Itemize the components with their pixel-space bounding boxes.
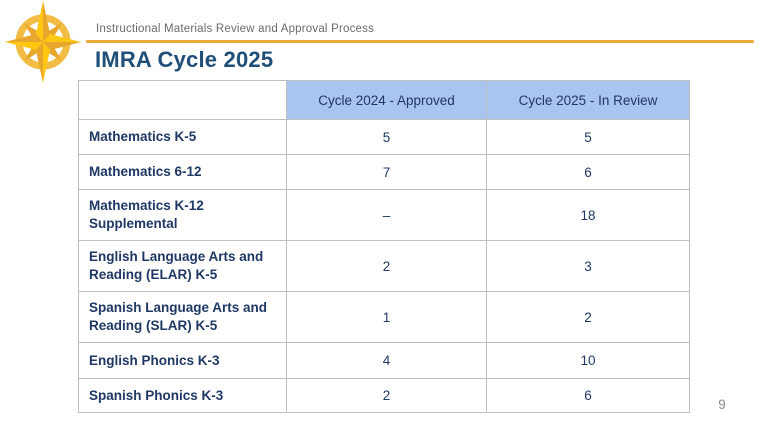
table-row: Mathematics K-5 5 5 xyxy=(78,119,690,155)
in-review-value: 18 xyxy=(486,189,690,241)
row-label: English Phonics K-3 xyxy=(78,342,287,379)
approved-value: 2 xyxy=(286,240,487,292)
approved-value: 7 xyxy=(286,154,487,190)
row-label: Mathematics K-12 Supplemental xyxy=(78,189,287,241)
slide-subtitle: Instructional Materials Review and Appro… xyxy=(96,23,375,35)
table-row: English Phonics K-3 4 10 xyxy=(78,342,690,379)
table-row: Mathematics 6-12 7 6 xyxy=(78,154,690,190)
in-review-value: 6 xyxy=(486,154,690,190)
row-label: Mathematics 6-12 xyxy=(78,154,287,190)
in-review-value: 2 xyxy=(486,291,690,343)
imra-cycle-table: Cycle 2024 - Approved Cycle 2025 - In Re… xyxy=(78,80,690,413)
in-review-value: 3 xyxy=(486,240,690,292)
approved-value: 4 xyxy=(286,342,487,379)
table-row: Spanish Language Arts and Reading (SLAR)… xyxy=(78,291,690,343)
page-number: 9 xyxy=(718,397,726,412)
in-review-value: 6 xyxy=(486,378,690,413)
in-review-value: 5 xyxy=(486,119,690,155)
header-cell-cycle-2024: Cycle 2024 - Approved xyxy=(286,80,487,120)
header-cell-cycle-2025: Cycle 2025 - In Review xyxy=(486,80,690,120)
in-review-value: 10 xyxy=(486,342,690,379)
gold-divider xyxy=(86,40,754,43)
row-label: Mathematics K-5 xyxy=(78,119,287,155)
approved-value: – xyxy=(286,189,487,241)
table-row: English Language Arts and Reading (ELAR)… xyxy=(78,240,690,292)
approved-value: 1 xyxy=(286,291,487,343)
row-label: Spanish Language Arts and Reading (SLAR)… xyxy=(78,291,287,343)
header-cell-empty xyxy=(78,80,287,120)
row-label: Spanish Phonics K-3 xyxy=(78,378,287,413)
row-label: English Language Arts and Reading (ELAR)… xyxy=(78,240,287,292)
table-row: Mathematics K-12 Supplemental – 18 xyxy=(78,189,690,241)
approved-value: 2 xyxy=(286,378,487,413)
approved-value: 5 xyxy=(286,119,487,155)
compass-rose-icon xyxy=(5,1,81,83)
page-title: IMRA Cycle 2025 xyxy=(95,47,274,72)
table-row: Spanish Phonics K-3 2 6 xyxy=(78,378,690,413)
table-header-row: Cycle 2024 - Approved Cycle 2025 - In Re… xyxy=(78,80,690,120)
